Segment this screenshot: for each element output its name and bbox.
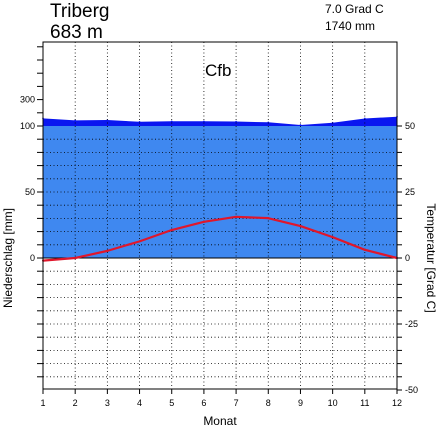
precipitation-point xyxy=(203,120,205,123)
temperature-point xyxy=(106,249,109,252)
precipitation-excess-area xyxy=(43,116,397,126)
x-tick-label: 7 xyxy=(234,398,239,408)
station-elevation: 683 m xyxy=(50,22,103,43)
precipitation-point xyxy=(235,120,237,123)
temperature-point xyxy=(235,215,238,218)
x-axis-title: Monat xyxy=(203,414,237,428)
y-left-tick-label: 50 xyxy=(25,187,35,197)
y-left-tick-label: 100 xyxy=(20,121,35,131)
y-left-tick-label: 300 xyxy=(20,95,35,105)
precipitation-point xyxy=(138,120,141,123)
x-tick-label: 9 xyxy=(298,398,303,408)
station-name: Triberg xyxy=(50,1,109,22)
x-tick-label: 2 xyxy=(73,398,78,408)
annual-precipitation: 1740 mm xyxy=(325,19,375,33)
x-tick-label: 4 xyxy=(137,398,142,408)
climate-class: Cfb xyxy=(205,61,231,80)
temperature-point xyxy=(170,229,173,232)
x-tick-label: 1 xyxy=(40,398,45,408)
x-tick-label: 3 xyxy=(105,398,110,408)
temperature-point xyxy=(138,240,141,243)
precipitation-humid-area xyxy=(43,126,397,258)
x-tick-label: 6 xyxy=(201,398,206,408)
temperature-point xyxy=(299,225,302,228)
x-tick-label: 10 xyxy=(328,398,338,408)
x-tick-label: 5 xyxy=(169,398,174,408)
temperature-point xyxy=(331,236,334,239)
temperature-line xyxy=(42,215,398,262)
mean-temperature: 7.0 Grad C xyxy=(325,2,384,16)
temperature-point xyxy=(202,220,205,223)
precipitation-point xyxy=(170,120,173,123)
y-right-tick-label: 0 xyxy=(405,253,410,263)
y-left-tick-label: 0 xyxy=(30,253,35,263)
y-right-tick-label: -25 xyxy=(405,319,418,329)
grid xyxy=(43,42,397,389)
x-tick-label: 11 xyxy=(360,398,369,408)
temperature-point xyxy=(267,217,270,220)
precipitation-point xyxy=(299,124,302,126)
axis-ticks xyxy=(37,46,402,394)
y-right-tick-label: 25 xyxy=(405,187,415,197)
y-axis-left-title: Niederschlag [mm] xyxy=(1,208,15,308)
precipitation-point xyxy=(364,117,366,120)
temperature-point xyxy=(363,248,366,251)
plot-frame xyxy=(42,41,398,390)
temperature-point xyxy=(74,257,77,259)
x-tick-label: 12 xyxy=(392,398,402,408)
y-right-tick-label: 50 xyxy=(405,121,415,131)
y-right-tick-label: -50 xyxy=(405,385,418,395)
precipitation-area xyxy=(42,115,398,258)
y-axis-right-title: Temperatur [Grad C] xyxy=(424,203,437,312)
x-tick-label: 8 xyxy=(266,398,271,408)
